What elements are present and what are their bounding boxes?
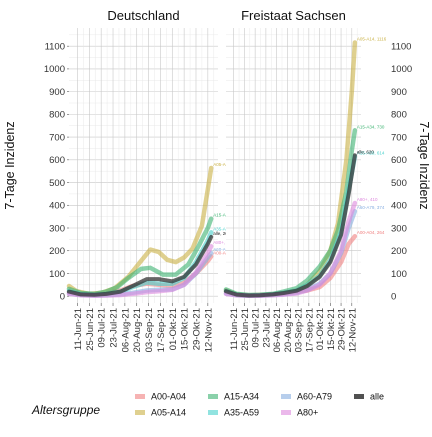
x-tick-label: 17-Sep-21 <box>304 308 315 352</box>
y-tick-label-right: 400 <box>391 201 407 212</box>
legend-label: A80+ <box>297 408 318 418</box>
legend-label: alle <box>370 392 384 402</box>
legend-title: Altersgruppe <box>31 403 100 417</box>
y-tick-label-right: 200 <box>391 246 407 257</box>
legend-key <box>135 410 145 415</box>
x-tick-label: 09-Jul-21 <box>97 308 108 348</box>
y-tick-label-right: 700 <box>391 132 407 143</box>
y-tick-label-left: 300 <box>49 223 65 234</box>
x-tick-label: 01-Okt-21 <box>168 308 179 350</box>
series-end-label: alle, 620 <box>357 149 375 154</box>
y-tick-label-right: 300 <box>391 223 407 234</box>
series-end-label: A05-A14, 1116 <box>357 37 387 42</box>
legend-label: A60-A79 <box>297 392 332 402</box>
y-tick-label-right: 800 <box>391 110 407 121</box>
y-tick-label-right: 1100 <box>391 41 411 52</box>
y-axis-title-right: 7-Tage Inzidenz <box>417 121 431 209</box>
series-end-label: A15-A34, 730 <box>357 124 385 129</box>
x-tick-label: 17-Sep-21 <box>156 308 167 352</box>
y-tick-label-right: 0 <box>391 291 396 302</box>
y-tick-label-left: 200 <box>49 246 65 257</box>
x-tick-label: 11-Jun-21 <box>73 308 84 350</box>
y-axis-title-left: 7-Tage Inzidenz <box>3 121 17 209</box>
legend-label: A15-A34 <box>224 392 259 402</box>
x-tick-label: 06-Aug-21 <box>272 308 283 352</box>
legend-key <box>135 394 145 399</box>
x-tick-label: 20-Aug-21 <box>283 308 294 352</box>
y-tick-label-left: 100 <box>49 269 65 280</box>
x-tick-label: 20-Aug-21 <box>132 308 143 352</box>
legend-label: A35-A59 <box>224 408 259 418</box>
x-tick-label: 11-Jun-21 <box>229 308 240 350</box>
y-tick-label-right: 100 <box>391 269 407 280</box>
x-tick-label: 01-Okt-21 <box>315 308 326 350</box>
series-end-label: A60-A79, 374 <box>357 205 385 210</box>
y-tick-label-right: 900 <box>391 87 407 98</box>
x-tick-label: 15-Okt-21 <box>180 308 191 350</box>
y-tick-label-left: 600 <box>49 155 65 166</box>
y-tick-label-left: 400 <box>49 201 65 212</box>
y-tick-label-right: 600 <box>391 155 407 166</box>
y-tick-label-left: 1000 <box>44 64 65 75</box>
y-tick-label-left: 0 <box>60 291 65 302</box>
y-tick-label-right: 500 <box>391 178 407 189</box>
legend-label: A05-A14 <box>151 408 186 418</box>
y-tick-label-right: 1000 <box>391 64 412 75</box>
x-tick-label: 06-Aug-21 <box>120 308 131 352</box>
legend-key <box>208 410 218 415</box>
legend-key <box>208 394 218 399</box>
series-end-label: A80+, 410 <box>357 197 378 202</box>
series-end-label: A00-A04, 264 <box>357 230 385 235</box>
x-tick-label: 12-Nov-21 <box>347 308 358 352</box>
x-tick-label: 29-Okt-21 <box>337 308 348 350</box>
y-tick-label-left: 900 <box>49 87 65 98</box>
legend-key <box>354 394 364 399</box>
legend-key <box>281 394 291 399</box>
x-tick-label: 12-Nov-21 <box>203 308 214 352</box>
x-tick-label: 03-Sep-21 <box>144 308 155 352</box>
x-tick-label: 25-Jun-21 <box>240 308 251 351</box>
y-tick-label-left: 700 <box>49 132 65 143</box>
x-tick-label: 09-Jul-21 <box>251 308 262 348</box>
x-tick-label: 15-Okt-21 <box>326 308 337 350</box>
x-tick-label: 23-Jul-21 <box>261 308 272 348</box>
x-tick-label: 25-Jun-21 <box>85 308 96 351</box>
y-tick-label-left: 800 <box>49 110 65 121</box>
y-tick-label-left: 1100 <box>45 41 65 52</box>
x-tick-label: 23-Jul-21 <box>109 308 120 348</box>
legend-key <box>281 410 291 415</box>
x-tick-label: 03-Sep-21 <box>294 308 305 352</box>
panel-title: Freistaat Sachsen <box>241 8 346 23</box>
y-tick-label-left: 500 <box>49 178 65 189</box>
x-tick-label: 29-Okt-21 <box>191 308 202 350</box>
legend-label: A00-A04 <box>151 392 186 402</box>
panel-title: Deutschland <box>107 8 179 23</box>
